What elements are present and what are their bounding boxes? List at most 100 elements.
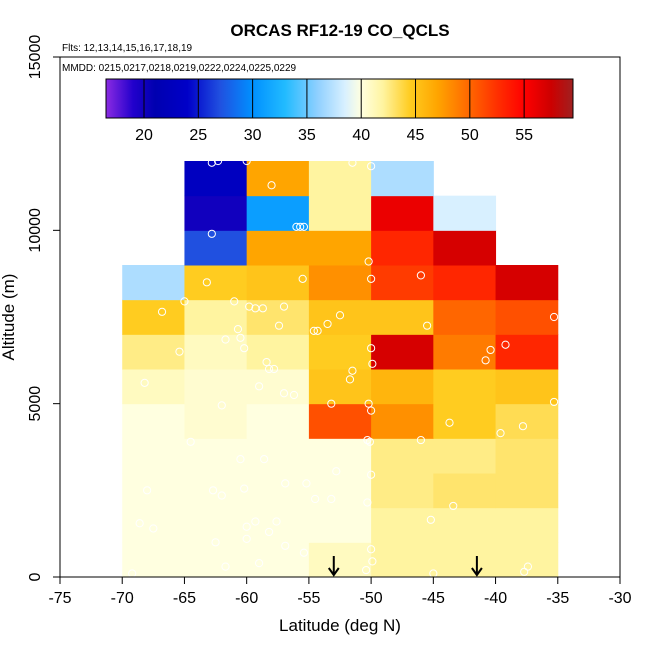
observation-point [296,222,305,231]
heatmap-cell [433,403,497,439]
x-tick-label: -60 [235,590,258,607]
x-axis-label: Latitude (deg N) [279,616,401,635]
observation-point [416,271,425,280]
observation-point [449,501,458,511]
heatmap-cell [495,542,559,578]
observation-point [365,437,374,446]
heatmap-cell [184,299,248,335]
observation-point [258,304,267,313]
dates-note: MMDD: 0215,0217,0218,0219,0222,0224,0225… [62,63,297,74]
heatmap-cell [308,369,372,405]
heatmap-cell [371,542,434,578]
heatmap-cell [184,230,248,266]
y-tick-label: 15000 [27,35,44,80]
observation-point [255,382,264,391]
y-axis: 0 5000 10000 15000 [27,35,61,581]
observation-point [363,435,372,445]
heatmap-cell [371,195,434,231]
heatmap-cell [308,161,372,197]
observation-point [262,357,271,367]
observation-point [149,524,158,533]
observation-point [267,181,276,190]
observation-point [327,494,336,504]
observation-point [367,274,376,283]
observation-point [309,326,318,335]
colorbar: 20 25 30 35 40 45 50 55 [105,78,574,144]
observation-point [549,397,559,407]
observation-point [255,559,264,568]
observation-point [242,522,251,531]
heatmap-cell [495,438,559,474]
observation-point [332,467,341,476]
observation-point [208,486,218,495]
colorbar-tick-label: 45 [407,127,425,144]
observation-point [207,158,216,167]
observation-point [221,335,230,344]
heatmap-cell [184,403,248,439]
chart-title: ORCAS RF12-19 CO_QCLS [230,21,449,40]
heatmap-cell [184,542,248,578]
x-tick-label: -35 [546,590,569,607]
y-tick-label: 5000 [27,386,44,422]
down-arrow-marker [471,556,483,577]
heatmap-cell [308,507,372,543]
heatmap-cell [433,299,497,335]
observation-point [207,229,216,238]
heatmap-cell [122,542,185,578]
heatmap-cell [308,473,372,509]
observation-point [272,517,281,526]
observation-point [251,517,260,526]
heatmap-cell [246,473,310,509]
x-axis: -75 -70 -65 -60 -55 -50 -45 -40 -35 -30 [48,576,632,607]
heatmap-cell [371,334,434,370]
observation-point [367,545,376,554]
observation-point [426,515,435,524]
heatmap-cell [495,403,559,439]
heatmap-cell [371,473,434,509]
observation-point [143,486,152,495]
heatmap-cell [433,195,497,231]
heatmap-cell [246,195,310,231]
observation-point [481,356,490,365]
observation-point [302,479,311,488]
heatmap-cell [495,369,559,405]
observation-point [259,455,269,464]
x-tick-label: -70 [111,590,134,607]
heatmap-cell [371,265,434,301]
observation-point [367,162,376,171]
observation-point [311,494,320,504]
y-axis-label: Altitude (m) [0,274,18,361]
observation-point [202,278,211,287]
colorbar-tick-label: 25 [189,127,207,144]
observation-point [242,534,251,543]
observation-point [368,557,377,566]
observation-point [367,470,376,479]
observation-point [549,312,559,322]
observation-point [269,364,279,374]
x-tick-label: -30 [608,590,631,607]
heatmap-cell [433,230,497,266]
heatmap-cell [184,369,248,405]
observation-points [128,156,559,578]
heatmap-cell [433,265,497,301]
x-tick-label: -75 [48,590,71,607]
heatmap-cell [433,507,497,543]
observation-point [233,325,243,334]
observation-point [367,406,376,415]
heatmap-cell [371,299,434,335]
heatmap-cell [308,265,372,301]
heatmap-cell [371,161,434,197]
heatmap-cell [433,542,497,578]
heatmap-cell [371,369,434,405]
observation-point [279,389,289,398]
observation-point [368,359,377,368]
heatmap-cell [433,369,497,405]
latitude-markers [327,556,483,577]
heatmap-cell [246,369,310,405]
colorbar-ticks: 20 25 30 35 40 45 50 55 [135,79,533,144]
observation-point [240,344,249,353]
observation-point [520,567,529,576]
heatmap-cell [246,161,310,197]
down-arrow-marker [327,556,340,577]
